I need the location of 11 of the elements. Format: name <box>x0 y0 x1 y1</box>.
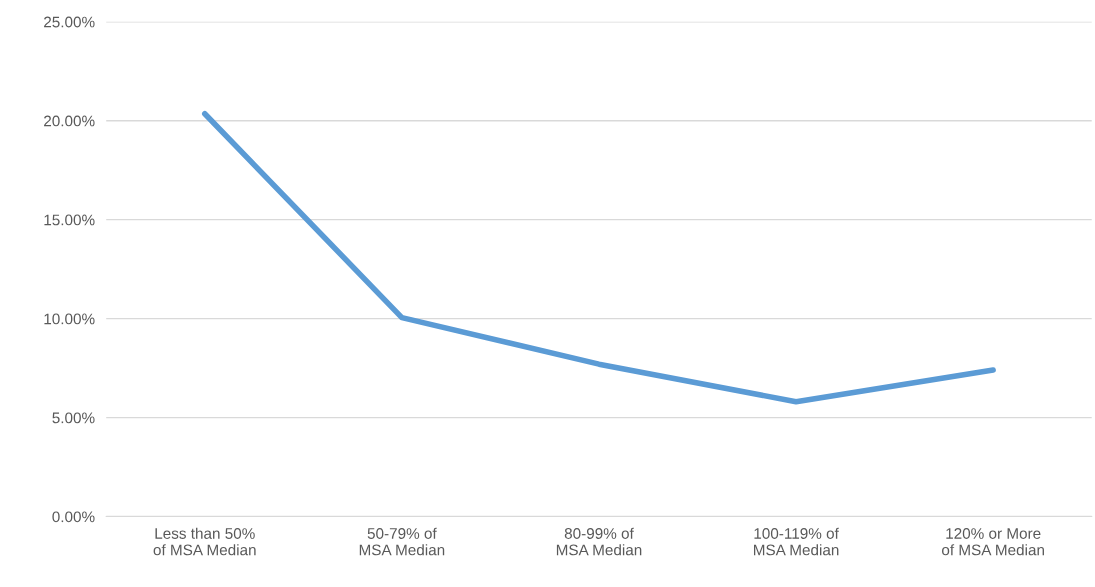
x-tick-label: 50-79% of MSA Median <box>359 527 445 556</box>
y-tick-label: 0.00% <box>52 511 95 523</box>
y-tick-label: 20.00% <box>44 115 95 127</box>
x-tick-label: 100-119% of MSA Median <box>754 527 839 556</box>
x-tick-label: 80-99% of MSA Median <box>556 527 642 556</box>
y-tick-label: 5.00% <box>52 412 95 424</box>
x-tick-label: Less than 50% of MSA Median <box>153 527 256 556</box>
x-tick-label: 120% or More of MSA Median <box>942 528 1044 556</box>
y-tick-label: 10.00% <box>44 313 95 325</box>
y-tick-label: 25.00% <box>44 16 95 28</box>
y-tick-label: 15.00% <box>44 214 95 226</box>
